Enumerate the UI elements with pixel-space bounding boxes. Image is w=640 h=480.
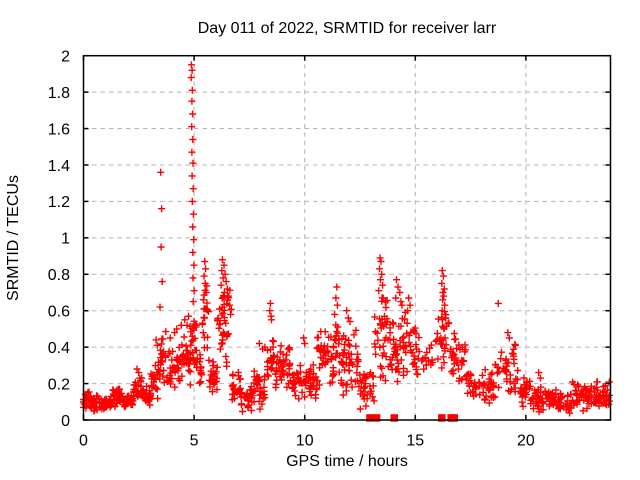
y-tick-labels: 0 0.2 0.4 0.6 0.8 1 1.2 1.4 1.6 1.8 2 — [48, 49, 70, 430]
axis-ticks — [82, 54, 611, 421]
zero-square-marker — [390, 414, 398, 422]
y-tick-label: 0.8 — [48, 267, 70, 284]
y-tick-label: 1.2 — [48, 194, 70, 211]
zero-square-marker — [372, 414, 381, 422]
y-tick-label: 1.4 — [48, 158, 70, 175]
y-tick-label: 1.6 — [48, 121, 70, 138]
chart-title: Day 011 of 2022, SRMTID for receiver lar… — [198, 20, 497, 37]
x-tick-label: 20 — [517, 433, 535, 450]
x-axis-label: GPS time / hours — [286, 453, 408, 470]
data-points — [80, 61, 613, 417]
x-tick-label: 15 — [406, 433, 424, 450]
y-tick-label: 0.2 — [48, 376, 70, 393]
y-tick-label: 0.6 — [48, 304, 70, 321]
y-axis-label: SRMTID / TECUs — [5, 175, 22, 301]
y-tick-label: 1 — [61, 231, 70, 248]
zero-square-marker — [366, 414, 374, 422]
zero-square-marker — [450, 414, 458, 422]
y-tick-label: 1.8 — [48, 85, 70, 102]
x-tick-label: 0 — [79, 433, 88, 450]
zero-square-marker — [438, 414, 446, 422]
zero-value-markers — [366, 414, 458, 422]
y-tick-label: 0 — [61, 413, 70, 430]
y-tick-label: 0.4 — [48, 340, 70, 357]
x-tick-label: 10 — [296, 433, 314, 450]
y-tick-label: 2 — [61, 49, 70, 66]
x-tick-label: 5 — [190, 433, 199, 450]
x-tick-labels: 0 5 10 15 20 — [79, 433, 535, 450]
